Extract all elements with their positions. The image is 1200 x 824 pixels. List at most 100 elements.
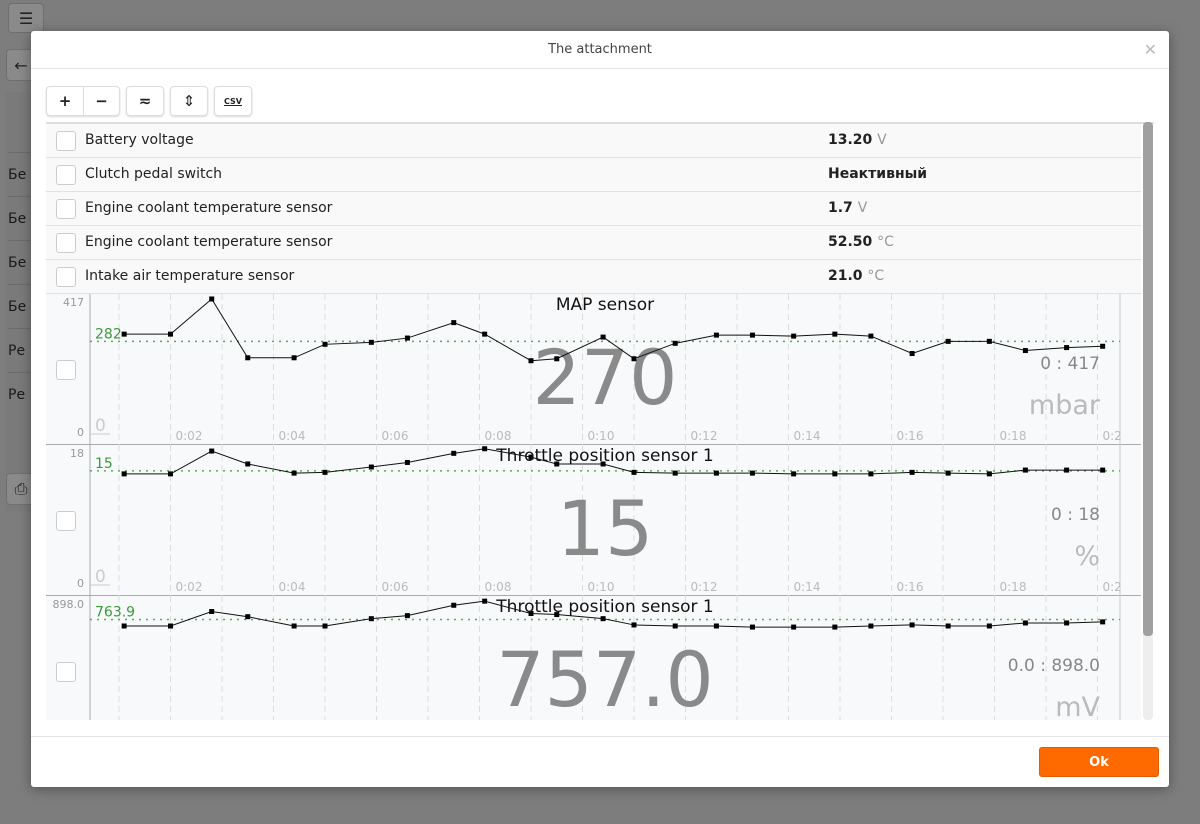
parameter-checkbox[interactable] (56, 199, 76, 219)
chart-checkbox[interactable] (56, 662, 76, 682)
data-point (749, 470, 755, 476)
unit-label: mV (1055, 692, 1100, 720)
parameter-checkbox[interactable] (56, 267, 76, 287)
data-point (554, 461, 560, 467)
parameter-row[interactable]: Clutch pedal switch Неактивный (46, 158, 1141, 192)
dialog-footer: Ok (31, 736, 1169, 787)
parameter-row[interactable]: Intake air temperature sensor 21.0 °C (46, 260, 1141, 294)
parameter-value: Неактивный (828, 166, 927, 182)
data-point (909, 469, 915, 475)
data-point (245, 355, 251, 361)
data-point (209, 296, 215, 302)
data-point (209, 609, 215, 615)
data-point (600, 461, 606, 467)
data-point (1100, 619, 1106, 625)
background-row: Бе (8, 284, 30, 328)
y-min-label: 0 (77, 426, 84, 439)
zoom-in-button[interactable]: + (47, 87, 83, 115)
zoom-out-icon: − (95, 92, 108, 110)
zoom-in-icon: + (58, 92, 72, 110)
parameter-label: Battery voltage (85, 132, 194, 148)
smooth-icon: ≂ (138, 92, 152, 110)
scrollbar-thumb[interactable] (1143, 122, 1153, 636)
x-tick-label: 0:16 (897, 580, 924, 594)
series-line (124, 600, 1103, 628)
data-point (322, 623, 328, 629)
data-point (168, 471, 173, 477)
x-tick-label: 0:12 (691, 429, 718, 443)
chart-title: Throttle position sensor 1 (495, 597, 713, 617)
unit-label: % (1074, 541, 1100, 572)
data-point (909, 351, 915, 357)
reference-label: 15 (95, 456, 113, 472)
data-point (986, 623, 992, 629)
data-point (404, 613, 410, 619)
chart-svg: 417 0 0 0:02 0:04 0:06 0:08 0:10 0:12 0:14 0:16 0:1… (63, 294, 1122, 445)
parameter-row[interactable]: Engine coolant temperature sensor 1.7 V (46, 192, 1141, 226)
data-point (749, 624, 755, 630)
data-point (451, 320, 457, 326)
data-point (791, 333, 797, 339)
data-point (631, 622, 637, 628)
unit-text: °C (867, 268, 885, 284)
parameters-list[interactable]: Battery voltage 13.20 V Clutch pedal swi… (46, 122, 1154, 720)
data-point (368, 616, 374, 622)
parameter-label: Intake air temperature sensor (85, 268, 295, 284)
chart-checkbox[interactable] (56, 360, 76, 380)
data-point (528, 454, 534, 460)
chart-checkbox[interactable] (56, 511, 76, 531)
parameter-value: 1.7 V (828, 200, 867, 216)
ok-button[interactable]: Ok (1039, 747, 1159, 777)
series-line (124, 448, 1103, 475)
parameter-checkbox[interactable] (56, 233, 76, 253)
data-point (713, 470, 719, 476)
csv-download-button[interactable]: CSV (215, 87, 251, 115)
data-point (986, 471, 992, 477)
current-value: 757.0 (496, 635, 714, 720)
menu-button[interactable]: ☰ (8, 3, 44, 33)
close-icon[interactable]: ✕ (1143, 40, 1157, 59)
data-point (631, 356, 637, 362)
x-tick-label: 0:06 (382, 580, 409, 594)
chart-svg: 898.0 0 757.0 0.0 : 898.0 mV 763.9 Throttle po… (53, 596, 1121, 720)
y-max-label: 898.0 (53, 598, 85, 611)
y-min-inner-label: 0 (95, 718, 106, 720)
data-point (451, 602, 457, 608)
data-point (832, 331, 838, 337)
parameter-value: 21.0 °C (828, 268, 884, 284)
dialog-title: The attachment (548, 42, 652, 57)
y-min-inner-label: 0 (95, 567, 106, 587)
data-point (1100, 343, 1106, 349)
data-point (368, 464, 374, 470)
data-point (600, 616, 606, 622)
chart-title: Throttle position sensor 1 (495, 446, 713, 466)
background-row: Ре (8, 372, 30, 416)
parameter-row[interactable]: Battery voltage 13.20 V (46, 124, 1141, 158)
background-row: Бе (8, 196, 30, 240)
x-tick-label: 0:08 (485, 580, 512, 594)
data-point (832, 471, 838, 477)
reference-label: 282 (95, 326, 122, 342)
data-point (791, 471, 797, 477)
unit-text: °C (877, 234, 894, 250)
current-value: 15 (557, 484, 654, 573)
data-point (209, 448, 215, 454)
data-point (600, 334, 606, 340)
unit-label: mbar (1029, 390, 1101, 421)
parameter-checkbox[interactable] (56, 165, 76, 185)
fit-height-icon: ⇕ (182, 92, 196, 110)
data-point (909, 622, 915, 628)
smooth-button[interactable]: ≂ (127, 87, 163, 115)
fit-height-button[interactable]: ⇕ (171, 87, 207, 115)
data-point (368, 339, 374, 345)
parameter-value: 13.20 V (828, 132, 887, 148)
parameter-checkbox[interactable] (56, 131, 76, 151)
unit-text: V (877, 132, 887, 148)
parameter-row[interactable]: Engine coolant temperature sensor 52.50 … (46, 226, 1141, 260)
data-point (168, 331, 173, 337)
scrollbar[interactable] (1143, 122, 1153, 720)
parameter-value: 52.50 °C (828, 234, 894, 250)
dialog-header: The attachment ✕ (31, 31, 1169, 69)
data-point (554, 612, 560, 618)
zoom-out-button[interactable]: − (83, 87, 119, 115)
